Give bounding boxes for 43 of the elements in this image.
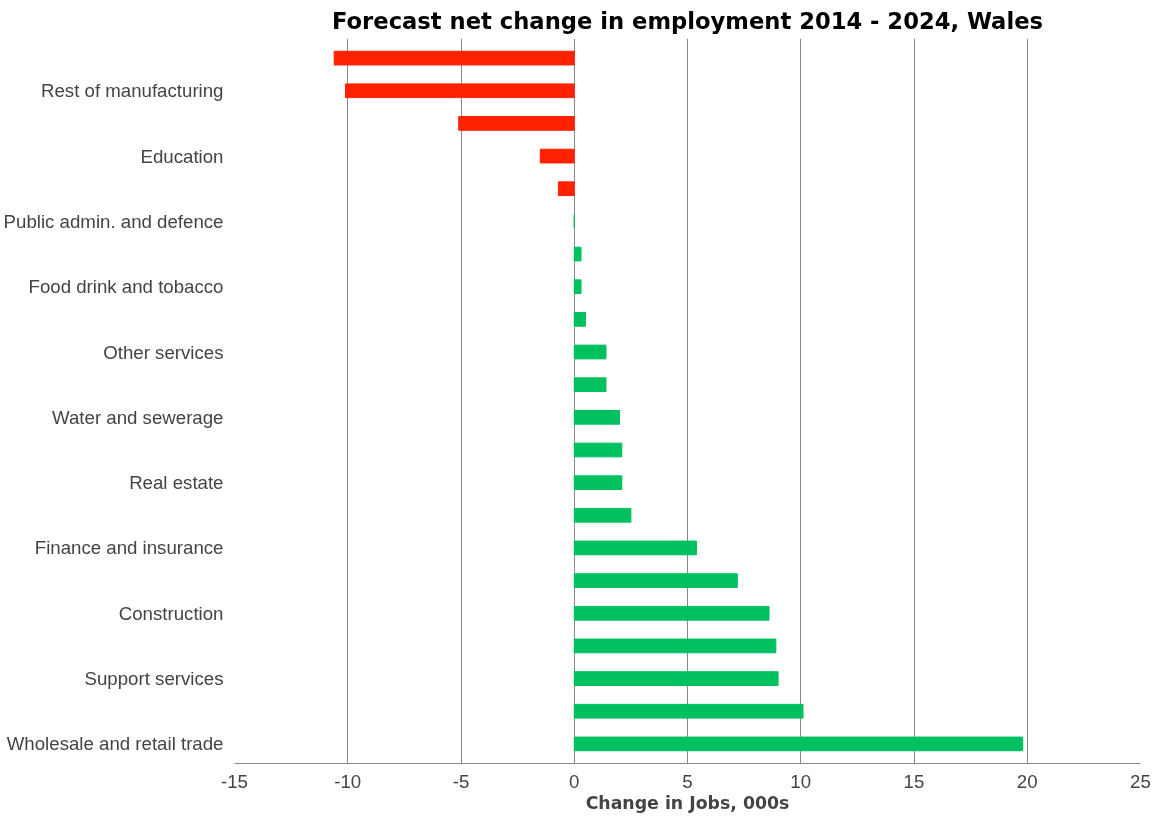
x-axis-title: Change in Jobs, 000s (585, 792, 790, 813)
x-tick-label: 20 (1016, 770, 1038, 792)
bar (344, 83, 575, 99)
bar (573, 573, 738, 588)
x-tick-label: -15 (221, 770, 248, 792)
bar (458, 116, 575, 131)
bar (573, 507, 632, 523)
bar (573, 605, 770, 621)
bar (573, 638, 777, 654)
bar (557, 181, 575, 197)
bar (573, 671, 779, 686)
x-tick-label: -10 (334, 770, 362, 792)
x-tick-label: 10 (790, 770, 812, 792)
y-tick-label: Rest of manufacturing (40, 80, 224, 102)
y-tick-label: Education (140, 145, 224, 167)
y-tick-label: Real estate (129, 472, 224, 494)
x-tick-label: -5 (452, 770, 470, 792)
chart-title: Forecast net change in employment 2014 - 2024, Wales (331, 7, 1044, 34)
y-tick-label: Public admin. and defence (3, 210, 224, 232)
x-tick-label: 25 (1130, 770, 1151, 792)
bar (573, 279, 582, 295)
y-tick-label: Wholesale and retail trade (6, 733, 224, 755)
bar (573, 246, 582, 262)
y-tick-label: Food drink and tobacco (28, 276, 224, 298)
x-tick-label: 0 (569, 770, 580, 792)
bar (573, 409, 621, 425)
bar (573, 703, 804, 719)
bar (573, 344, 607, 360)
y-tick-label: Construction (118, 602, 224, 624)
bar (333, 50, 575, 66)
y-tick-label: Support services (84, 668, 224, 690)
bar (573, 540, 698, 556)
y-tick-label: Water and sewerage (52, 406, 224, 428)
bar (573, 312, 587, 327)
x-tick-label: 5 (682, 770, 693, 792)
bar (539, 148, 575, 164)
bar (573, 377, 607, 393)
bar (573, 475, 623, 490)
y-tick-label: Finance and insurance (34, 537, 224, 559)
bar (573, 442, 623, 458)
bar (573, 736, 1024, 752)
x-tick-label: 15 (903, 770, 925, 792)
y-tick-label: Other services (103, 341, 224, 363)
